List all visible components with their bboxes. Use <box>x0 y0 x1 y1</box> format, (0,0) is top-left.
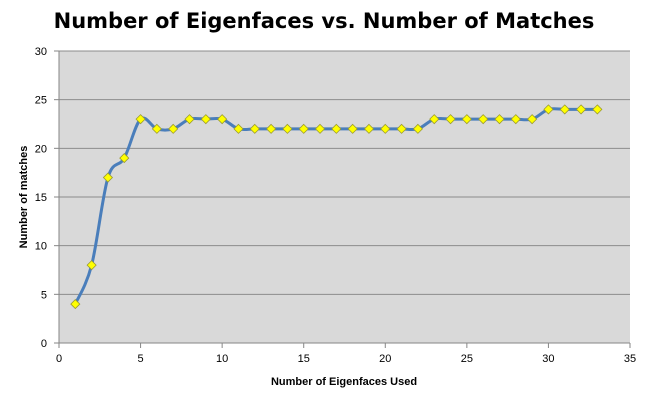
y-tick-label: 30 <box>35 46 47 58</box>
x-tick-label: 15 <box>298 353 310 365</box>
data-point-marker <box>249 123 260 134</box>
y-tick-label: 20 <box>35 143 47 155</box>
data-point-marker <box>168 123 179 134</box>
data-point-marker <box>363 123 375 134</box>
data-point-marker <box>494 114 505 125</box>
y-tick-label: 0 <box>41 338 47 350</box>
data-point-marker <box>200 114 211 125</box>
data-point-marker <box>298 123 309 134</box>
data-point-marker <box>119 153 130 164</box>
data-point-marker <box>70 299 81 310</box>
y-axis-ticks: 0 5 10 15 20 25 30 <box>35 46 59 350</box>
y-tick-label: 15 <box>35 192 47 204</box>
data-point-marker <box>429 114 440 125</box>
data-point-marker <box>527 114 538 125</box>
data-point-marker <box>445 114 456 125</box>
data-point-marker <box>592 104 603 115</box>
data-point-marker <box>461 114 472 125</box>
x-tick-label: 10 <box>216 353 228 365</box>
y-axis-label: Number of matches <box>18 146 30 249</box>
data-point-marker <box>543 104 554 115</box>
data-point-marker <box>314 123 326 134</box>
data-point-marker <box>217 114 228 125</box>
data-point-marker <box>478 114 489 125</box>
y-tick-label: 10 <box>35 241 47 253</box>
data-point-marker <box>559 104 570 115</box>
x-tick-label: 20 <box>379 353 391 365</box>
x-tick-label: 25 <box>461 353 473 365</box>
x-axis-ticks: 0 5 10 15 20 25 30 35 <box>56 343 636 365</box>
data-point-marker <box>102 172 114 183</box>
data-point-marker <box>266 123 277 134</box>
data-point-marker <box>135 114 146 125</box>
data-point-marker <box>396 123 407 134</box>
gridlines <box>59 50 630 295</box>
data-point-marker <box>86 260 97 271</box>
data-point-marker <box>151 123 162 134</box>
data-point-marker <box>575 104 587 115</box>
x-tick-label: 5 <box>138 353 144 365</box>
x-tick-label: 30 <box>542 353 554 365</box>
data-point-marker <box>184 114 195 125</box>
data-point-marker <box>510 114 521 125</box>
x-tick-label: 35 <box>624 353 636 365</box>
series-layer <box>70 104 603 310</box>
data-point-marker <box>412 123 423 134</box>
x-axis-label: Number of Eigenfaces Used <box>271 376 417 388</box>
data-point-marker <box>380 123 391 134</box>
data-point-marker <box>347 123 358 134</box>
x-tick-label: 0 <box>56 353 62 365</box>
y-tick-label: 5 <box>41 289 47 301</box>
y-tick-label: 25 <box>35 95 47 107</box>
data-point-marker <box>233 123 244 134</box>
data-point-marker <box>282 123 293 134</box>
data-point-marker <box>331 123 342 134</box>
chart-title: Number of Eigenfaces vs. Number of Match… <box>54 9 595 33</box>
